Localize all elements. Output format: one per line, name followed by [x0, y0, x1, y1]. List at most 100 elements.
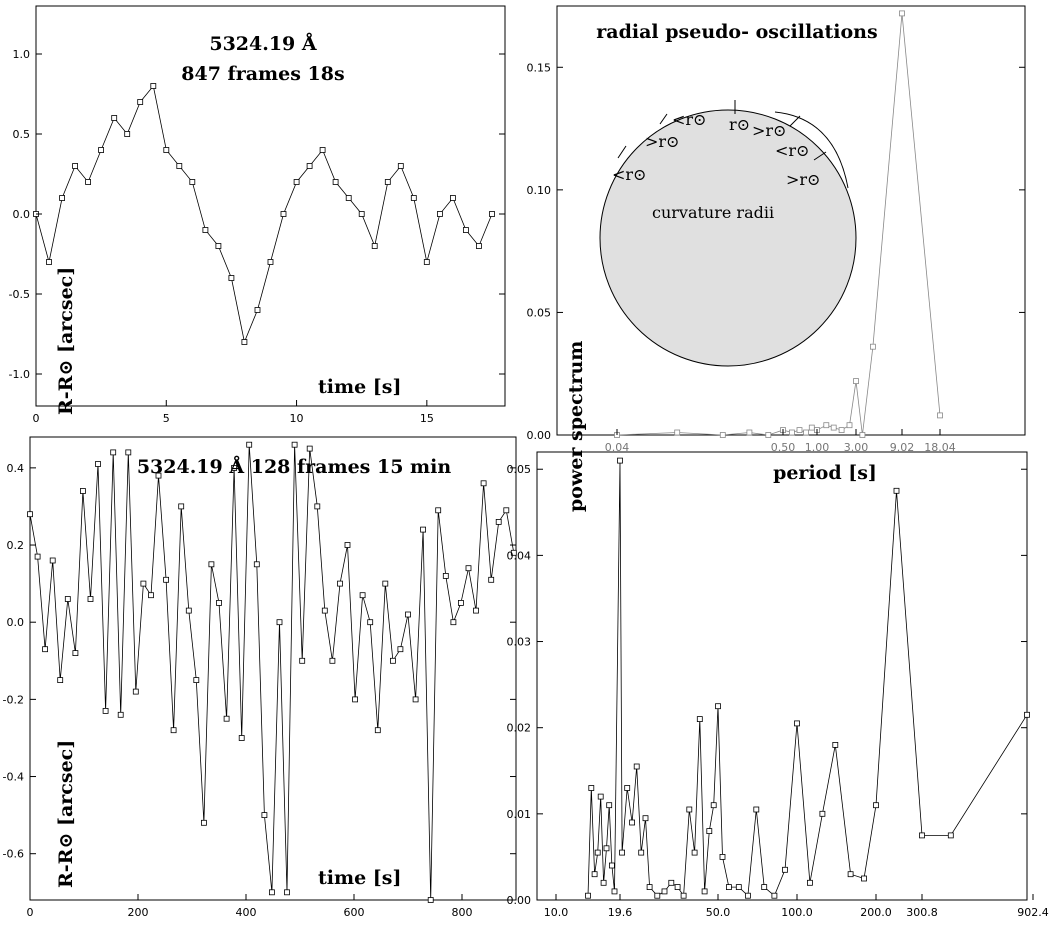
- data-point: [782, 866, 788, 873]
- data-point: [830, 424, 837, 431]
- data-point: [819, 810, 826, 817]
- y-tick-label: 0.4: [7, 462, 25, 475]
- inset-label-7: >r⊙: [786, 170, 820, 189]
- data-point: [753, 806, 760, 813]
- data-point: [765, 432, 772, 438]
- data-point: [746, 429, 753, 436]
- data-point: [937, 412, 943, 419]
- data-point: [488, 576, 495, 583]
- data-point: [646, 884, 653, 890]
- data-point: [423, 259, 430, 265]
- data-point: [117, 711, 124, 718]
- data-point: [321, 607, 328, 614]
- data-point: [462, 227, 469, 233]
- x-tick-label: 200.0: [860, 906, 892, 919]
- x-tick-label: 10.0: [544, 906, 569, 919]
- panel-top-left-series: [33, 83, 495, 345]
- data-point: [215, 243, 222, 249]
- data-point: [435, 507, 442, 514]
- data-point: [701, 888, 708, 895]
- data-point: [95, 461, 101, 467]
- panel-bottom-right-frame: [536, 451, 1028, 901]
- inset-label-3: <r⊙: [672, 110, 706, 129]
- data-point: [371, 243, 378, 249]
- data-point: [846, 422, 853, 429]
- curvature-bulge: [774, 111, 849, 189]
- y-tick-label: 0.00: [527, 429, 552, 442]
- data-point: [345, 195, 352, 201]
- data-point: [64, 596, 71, 602]
- x-tick-label: 100.0: [781, 906, 813, 919]
- inset-label-curvature: curvature radii: [652, 203, 774, 222]
- y-tick-label: -0.6: [3, 848, 24, 861]
- x-tick-label: 19.6: [608, 906, 633, 919]
- panel-top-right-series: [614, 10, 943, 438]
- data-point: [367, 619, 374, 626]
- top-left-annotation-wavelength: 5324.19 Å: [209, 32, 317, 55]
- data-point: [137, 99, 144, 105]
- data-point: [427, 897, 434, 903]
- data-point: [344, 542, 351, 548]
- data-point: [57, 677, 64, 683]
- inset-label-6: <r⊙: [775, 141, 809, 160]
- y-tick-label: -0.5: [9, 288, 30, 301]
- y-tick-label: 1.0: [13, 48, 31, 61]
- data-point: [314, 503, 321, 510]
- data-point: [629, 819, 635, 826]
- panel-bottom-right-ticks: 0.05 0.04 0.03 0.02 0.01 0.00 10.0 19.6 50.0 100.…: [507, 463, 1049, 919]
- data-point: [254, 307, 261, 313]
- series-line: [35, 85, 493, 344]
- x-tick-label: 300.8: [906, 906, 938, 919]
- data-point: [674, 429, 681, 436]
- data-point: [170, 727, 177, 734]
- data-point: [267, 259, 274, 265]
- data-point: [674, 884, 681, 890]
- y-tick-label: 0.00: [507, 894, 532, 907]
- x-tick-label: 0: [27, 906, 34, 919]
- data-point: [231, 464, 238, 471]
- data-point: [46, 259, 52, 265]
- data-point: [480, 480, 487, 487]
- data-point: [600, 879, 607, 886]
- data-point: [178, 503, 185, 510]
- x-tick-label: 800: [452, 906, 473, 919]
- data-point: [832, 742, 839, 748]
- y-tick-label: 0.0: [13, 208, 31, 221]
- data-point: [42, 646, 48, 653]
- data-point: [473, 607, 479, 614]
- data-point: [110, 449, 117, 456]
- data-point: [352, 696, 359, 703]
- data-point: [132, 688, 139, 695]
- data-point: [624, 785, 631, 791]
- data-point: [358, 211, 365, 217]
- x-tick-label: 400: [236, 906, 257, 919]
- data-point: [329, 657, 336, 664]
- y-tick-label: -1.0: [9, 368, 30, 381]
- panel-top-left: 1.0 0.5 0.0 -0.5 -1.0 0 5 10 15 5324.19 Å 847 fr…: [9, 5, 506, 425]
- data-point: [193, 677, 200, 683]
- data-point: [642, 815, 649, 822]
- data-point: [495, 519, 502, 525]
- inset-label-4: r⊙: [729, 115, 750, 134]
- x-tick-label: 15: [420, 412, 434, 425]
- data-point: [332, 179, 339, 185]
- data-point: [111, 115, 118, 121]
- data-point: [611, 888, 618, 895]
- data-point: [691, 849, 698, 856]
- data-point: [276, 619, 283, 626]
- data-point: [163, 576, 170, 583]
- radius-mark-4: [789, 115, 801, 127]
- panel-bottom-right-series: [585, 457, 1030, 899]
- data-point: [102, 708, 109, 714]
- data-point: [503, 507, 510, 514]
- data-point: [436, 211, 443, 217]
- data-point: [585, 892, 591, 899]
- x-tick-label: 0.04: [605, 441, 630, 454]
- panel-bottom-left: 0.4 0.2 0.0 -0.2 -0.4 -0.6 0 200 400 600 800 5324.…: [3, 436, 517, 919]
- data-point: [293, 179, 300, 185]
- data-point: [489, 211, 495, 217]
- data-point: [80, 488, 86, 494]
- data-point: [72, 163, 78, 169]
- radius-mark-1: [617, 145, 627, 159]
